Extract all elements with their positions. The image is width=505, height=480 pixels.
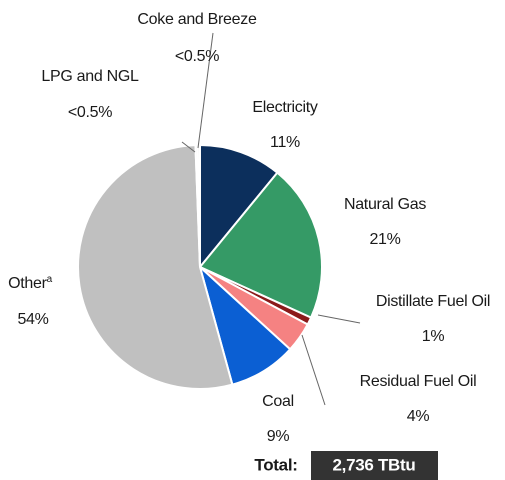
pie-slice bbox=[198, 171, 323, 319]
slice-name: Coke and Breeze bbox=[137, 11, 257, 28]
pie-slice bbox=[77, 144, 234, 390]
slice-value: 1% bbox=[422, 328, 445, 345]
slice-value: <0.5% bbox=[175, 48, 219, 65]
leader-line bbox=[317, 314, 361, 324]
slice-name: LPG and NGL bbox=[41, 68, 139, 85]
slice-value: 21% bbox=[369, 231, 400, 248]
slice-label: LPG and NGL bbox=[41, 68, 139, 85]
total-box bbox=[311, 451, 438, 480]
slice-name: Electricity bbox=[252, 99, 317, 116]
slice-label: Electricity bbox=[252, 99, 317, 116]
footnote-mark: a bbox=[47, 274, 53, 285]
slice-label: Distillate Fuel Oil bbox=[376, 293, 490, 310]
slice-name: Other bbox=[8, 275, 47, 292]
slice-value: 54% bbox=[17, 311, 48, 328]
slice-name: Natural Gas bbox=[344, 196, 426, 213]
leader-line bbox=[301, 334, 326, 406]
slice-value: <0.5% bbox=[68, 104, 112, 121]
total-label: Total: bbox=[254, 455, 297, 474]
slice-name: Residual Fuel Oil bbox=[360, 373, 477, 390]
slice-label: Coal bbox=[262, 393, 294, 410]
leader-line bbox=[197, 32, 214, 149]
slice-label: Natural Gas bbox=[344, 196, 426, 213]
pie-slice bbox=[199, 143, 279, 270]
total-value: 2,736 TBtu bbox=[333, 455, 416, 474]
leader-line bbox=[181, 141, 196, 153]
slice-value: 4% bbox=[407, 408, 430, 425]
slice-label: Residual Fuel Oil bbox=[360, 373, 477, 390]
slice-label: Coke and Breeze bbox=[137, 11, 257, 28]
slice-name: Distillate Fuel Oil bbox=[376, 293, 490, 310]
slice-value: 9% bbox=[267, 428, 290, 445]
slice-value: 11% bbox=[270, 134, 300, 151]
slice-name: Coal bbox=[262, 393, 294, 410]
slice-label: Othera bbox=[8, 274, 53, 293]
